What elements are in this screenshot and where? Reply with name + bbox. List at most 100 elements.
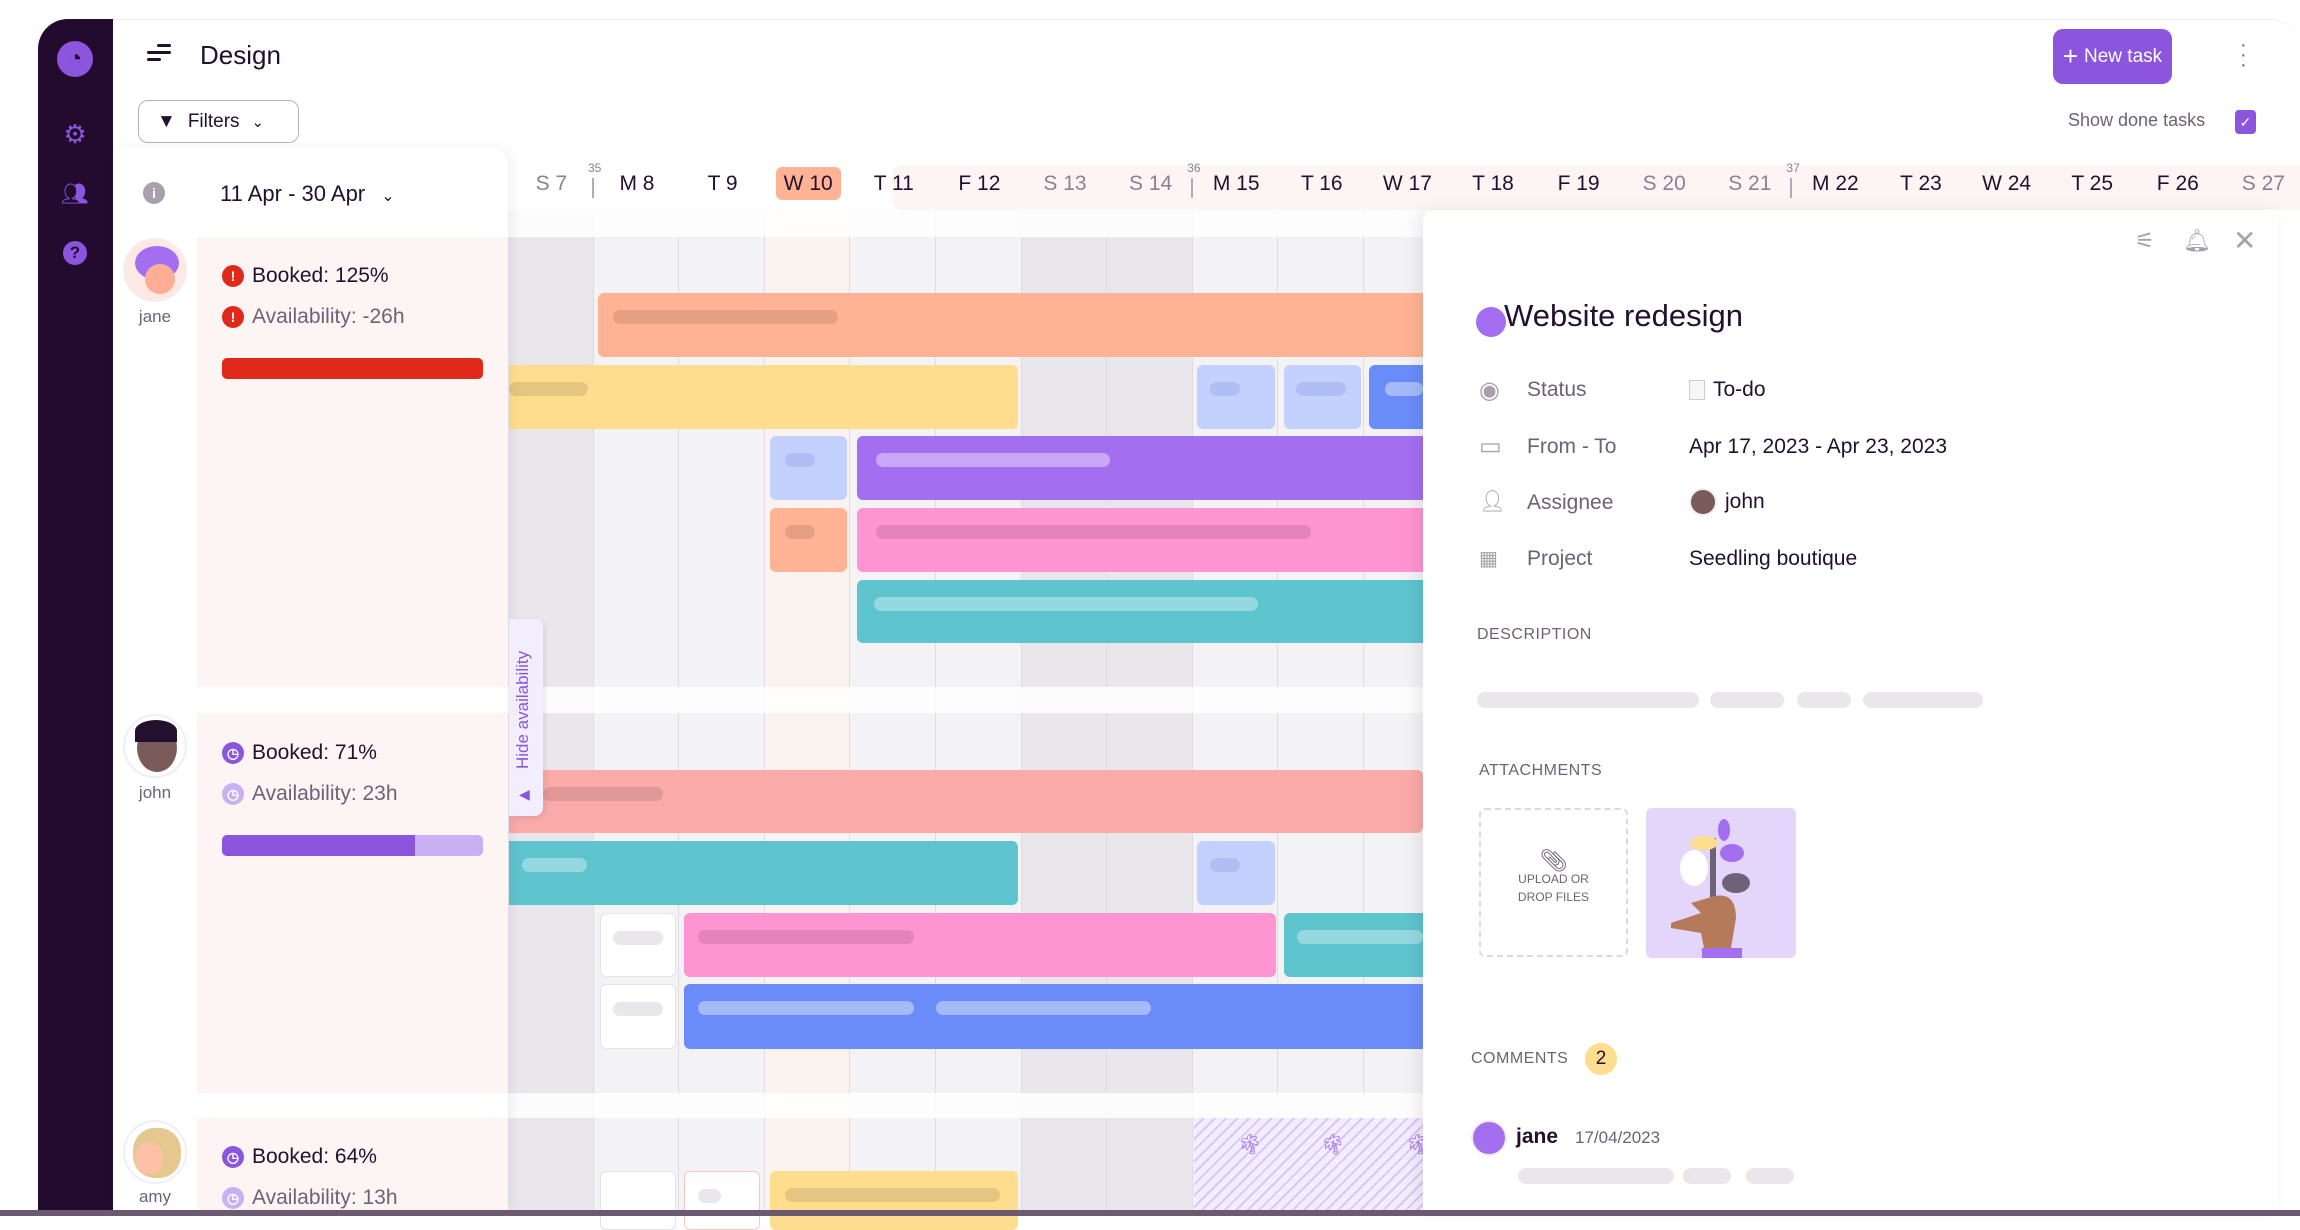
paperclip-icon: 📎︎ xyxy=(1539,848,1568,873)
comments-count-badge: 2 xyxy=(1585,1043,1617,1075)
task-detail-panel: ⚟ 🔔︎ ✕ Website redesign ◉ Status To-do ▭… xyxy=(1423,210,2278,1210)
upload-text: UPLOAD OR xyxy=(1518,872,1589,886)
booked-stat: ◷ Booked: 64% xyxy=(222,1145,377,1169)
more-options-icon[interactable]: · · · xyxy=(2240,34,2247,76)
attachment-thumbnail[interactable] xyxy=(1646,808,1796,958)
task-bar[interactable] xyxy=(600,913,676,977)
avatar-john[interactable] xyxy=(123,714,187,778)
status-value[interactable]: To-do xyxy=(1689,378,1766,402)
user-name: amy xyxy=(138,1187,172,1206)
clock-icon: ◷ xyxy=(222,783,244,805)
day-header: W 10 xyxy=(765,167,851,200)
row-separator xyxy=(508,1093,1423,1118)
task-bar[interactable] xyxy=(1284,913,1423,977)
task-label-placeholder xyxy=(785,453,815,467)
task-bar[interactable] xyxy=(509,841,1018,905)
task-label-placeholder xyxy=(1296,382,1346,396)
task-bar[interactable] xyxy=(770,508,847,572)
day-header: T 11 xyxy=(873,172,914,195)
bell-icon[interactable]: 🔔︎ xyxy=(2183,228,2211,253)
vacation-block: 🌴︎ 🌴︎ 🌴︎ xyxy=(1194,1118,1430,1210)
assignee-value[interactable]: john xyxy=(1689,488,1765,516)
day-header: W 17 xyxy=(1382,172,1432,195)
task-bar[interactable] xyxy=(857,508,1423,572)
hide-availability-tab[interactable]: Hide availability ◀ xyxy=(509,619,543,816)
selected-range-band xyxy=(893,165,2300,210)
task-label-placeholder xyxy=(1385,382,1423,396)
task-bar[interactable] xyxy=(598,293,1423,357)
show-done-checkbox[interactable]: ✓ xyxy=(2235,110,2256,134)
comment-placeholder xyxy=(1683,1168,1731,1184)
week-number: 36 xyxy=(1187,161,1201,175)
assignee-label: Assignee xyxy=(1527,491,1614,514)
new-task-label: New task xyxy=(2084,45,2163,67)
task-bar[interactable] xyxy=(1369,365,1423,429)
avatar-amy[interactable] xyxy=(123,1120,187,1184)
task-bar[interactable] xyxy=(509,365,1018,429)
main-frame xyxy=(113,19,2300,1216)
booked-stat: ! Booked: 125% xyxy=(222,264,389,288)
description-heading: DESCRIPTION xyxy=(1477,626,1592,643)
task-label-placeholder xyxy=(1210,382,1240,396)
date-range-picker[interactable]: 11 Apr - 30 Apr ⌄ xyxy=(220,181,395,207)
palm-tree-icon: 🌴︎ xyxy=(1320,1134,1346,1156)
sliders-icon[interactable]: ⚟ xyxy=(2135,228,2155,253)
avatar-john xyxy=(1689,488,1717,516)
upload-dropzone[interactable]: 📎︎ UPLOAD OR DROP FILES xyxy=(1479,808,1628,957)
task-bar[interactable] xyxy=(1197,841,1275,905)
task-label-placeholder xyxy=(876,453,1110,467)
task-bar[interactable] xyxy=(770,436,847,500)
booked-text: Booked: 125% xyxy=(252,264,389,287)
task-bar[interactable] xyxy=(1284,365,1361,429)
palm-tree-icon: 🌴︎ xyxy=(1237,1134,1263,1156)
task-bar[interactable] xyxy=(857,580,1423,643)
task-label-placeholder xyxy=(785,1188,1000,1202)
info-icon[interactable]: i xyxy=(143,182,165,204)
users-icon[interactable]: 👥︎ xyxy=(61,181,89,206)
day-header: S 14 xyxy=(1128,172,1173,195)
calendar-icon: ▭ xyxy=(1479,433,1502,460)
new-task-button[interactable]: + New task xyxy=(2053,29,2172,84)
help-icon[interactable]: ? xyxy=(63,241,87,265)
task-bar[interactable] xyxy=(600,984,676,1049)
close-icon[interactable]: ✕ xyxy=(2233,225,2257,256)
task-bar[interactable] xyxy=(770,1171,1018,1230)
task-bar[interactable] xyxy=(684,984,1423,1049)
page-title: Design xyxy=(200,40,281,70)
comment-author: jane xyxy=(1516,1125,1559,1148)
logo-icon[interactable]: ◔ xyxy=(57,41,93,77)
task-bar[interactable] xyxy=(857,436,1423,500)
comment-placeholder xyxy=(1746,1168,1794,1184)
task-bar[interactable] xyxy=(509,770,1423,833)
day-header: T 25 xyxy=(2071,172,2114,195)
menu-icon[interactable] xyxy=(147,44,173,61)
availability-stat: ◷ Availability: 23h xyxy=(222,782,398,806)
availability-stat: ◷ Availability: 13h xyxy=(222,1186,398,1210)
task-bar[interactable] xyxy=(684,1171,760,1230)
task-title[interactable]: Website redesign xyxy=(1504,298,1743,333)
task-label-placeholder xyxy=(613,1002,663,1016)
upload-text: DROP FILES xyxy=(1517,890,1590,904)
user-name: jane xyxy=(138,307,172,326)
gear-icon[interactable]: ⚙ xyxy=(63,119,87,149)
task-label-placeholder xyxy=(698,930,914,944)
day-header: F 19 xyxy=(1557,172,1600,195)
filters-label: Filters xyxy=(187,110,240,132)
play-circle-icon: ◉ xyxy=(1479,377,1500,404)
stats-card-john xyxy=(197,713,508,1093)
day-header: M 22 xyxy=(1812,172,1859,195)
task-bar[interactable] xyxy=(600,1171,676,1230)
availability-stat: ! Availability: -26h xyxy=(222,305,405,329)
task-bar[interactable] xyxy=(1197,365,1275,429)
project-value[interactable]: Seedling boutique xyxy=(1689,547,1858,570)
task-bar[interactable] xyxy=(684,913,1276,977)
sidebar: ◔ ⚙ 👥︎ ? xyxy=(38,19,113,1216)
avatar-jane[interactable] xyxy=(123,238,187,302)
booked-stat: ◷ Booked: 71% xyxy=(222,741,377,765)
task-label-placeholder xyxy=(785,525,815,539)
filters-button[interactable]: ▼ Filters ⌄ xyxy=(138,100,299,143)
plus-icon: + xyxy=(2062,41,2079,71)
alert-icon: ! xyxy=(222,306,244,328)
from-to-value[interactable]: Apr 17, 2023 - Apr 23, 2023 xyxy=(1689,435,1948,458)
booked-text: Booked: 64% xyxy=(252,1145,377,1168)
